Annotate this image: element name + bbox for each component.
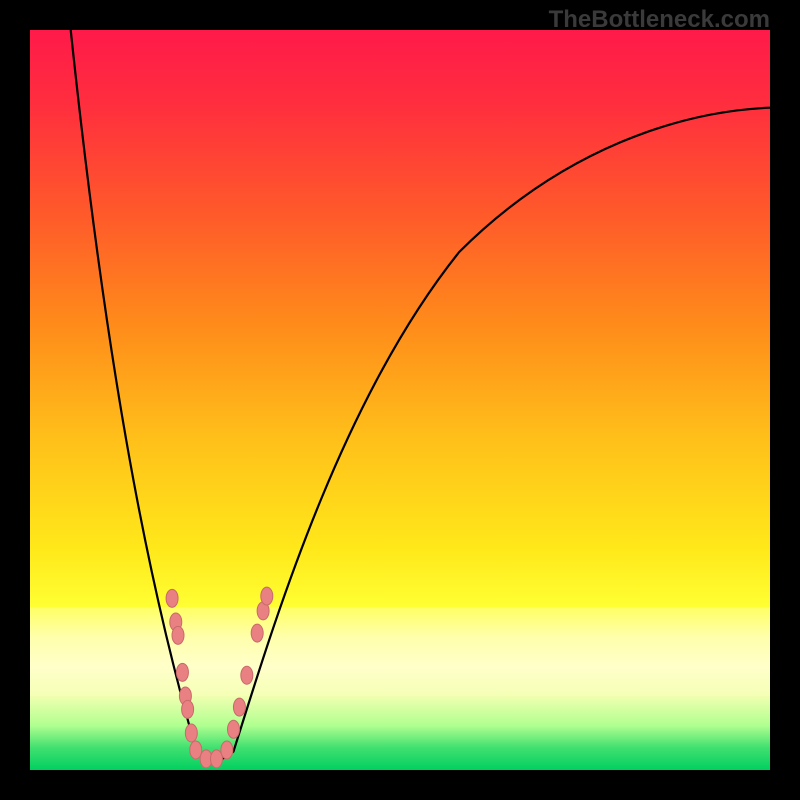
data-marker [185,724,197,742]
pale-band [30,607,770,696]
data-marker [166,589,178,607]
data-marker [241,666,253,684]
data-marker [261,587,273,605]
chart-svg [30,30,770,770]
data-marker [176,663,188,681]
data-marker [221,741,233,759]
chart-container: TheBottleneck.com [0,0,800,800]
data-marker [251,624,263,642]
chart-frame [30,30,770,770]
watermark-text: TheBottleneck.com [549,6,770,34]
data-marker [233,698,245,716]
data-marker [182,700,194,718]
plot-area [30,30,770,770]
data-marker [172,626,184,644]
data-marker [228,720,240,738]
